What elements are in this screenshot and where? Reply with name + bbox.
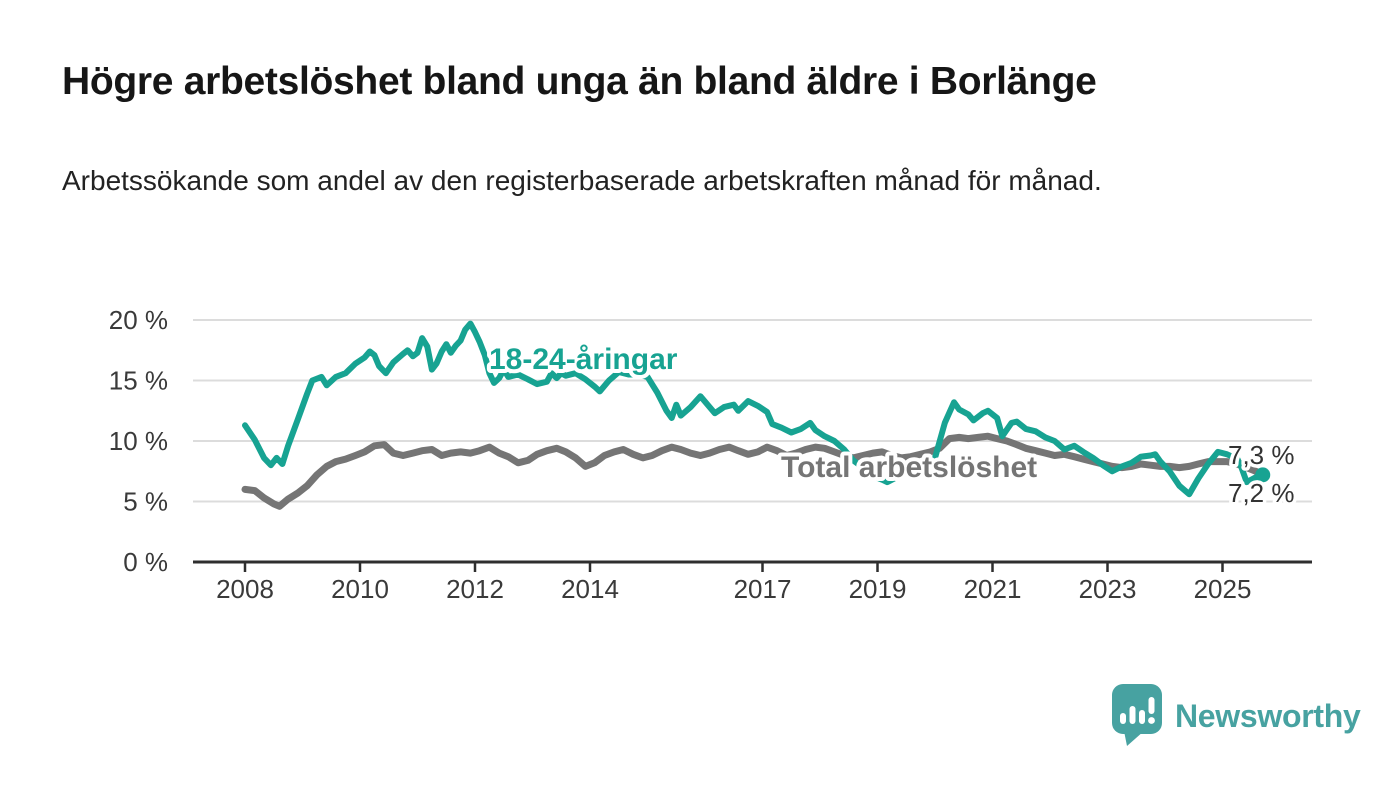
y-axis-tick-label: 10 % [109,426,168,456]
x-axis-tick-label: 2008 [216,574,274,604]
y-axis-tick-label: 5 % [123,487,168,517]
series-line-young [242,320,1266,498]
y-axis-tick-label: 20 % [109,305,168,335]
x-axis-tick-label: 2014 [561,574,619,604]
series-label-young: 18-24-åringar [489,343,678,376]
newsworthy-logo-icon [1112,684,1162,746]
series-end-dot-young [1255,467,1271,483]
y-axis-tick-label: 0 % [123,547,168,577]
x-axis-tick-label: 2012 [446,574,504,604]
y-axis-tick-label: 15 % [109,366,168,396]
x-axis-tick-label: 2023 [1079,574,1137,604]
newsworthy-logo: Newsworthy [1112,684,1361,748]
end-value-label-total: 7,3 % [1228,440,1295,470]
x-axis-tick-label: 2010 [331,574,389,604]
newsworthy-brand-text: Newsworthy [1175,698,1361,734]
x-axis-tick-label: 2021 [964,574,1022,604]
x-axis-tick-label: 2019 [849,574,907,604]
x-axis-tick-label: 2017 [734,574,792,604]
end-value-label-young: 7,2 % [1228,478,1295,508]
gridlines: 0 % 5 % 10 % 15 % 20 % [109,305,1312,577]
page-title: Högre arbetslöshet bland unga än bland ä… [62,60,1097,103]
series-label-total: Total arbetslöshet [781,451,1037,484]
x-axis-tick-label: 2025 [1194,574,1252,604]
chart-subtitle: Arbetssökande som andel av den registerb… [62,165,1102,196]
series-lines [241,320,1271,510]
x-axis: 2008 2010 2012 2014 2017 2019 2021 2023 2025 [193,560,1312,604]
